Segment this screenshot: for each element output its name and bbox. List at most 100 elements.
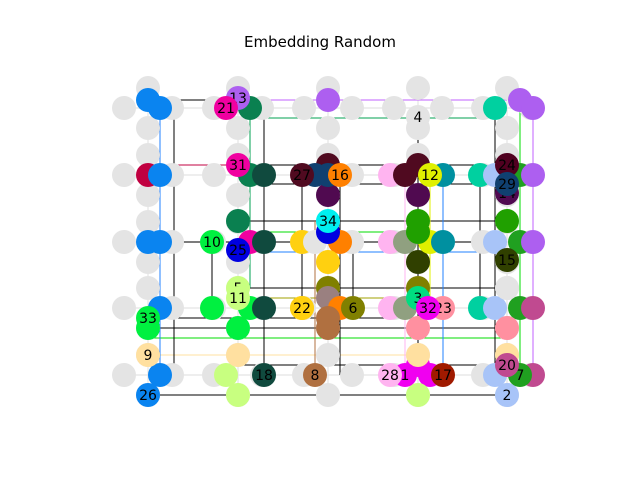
decorative-node <box>382 96 406 120</box>
graph-node <box>328 163 352 187</box>
graph-node <box>136 306 160 330</box>
graph-node <box>416 296 440 320</box>
graph-node <box>495 172 519 196</box>
decorative-node <box>495 209 519 233</box>
decorative-node <box>202 163 226 187</box>
decorative-node <box>521 96 545 120</box>
decorative-node <box>431 230 455 254</box>
graph-node <box>495 383 519 407</box>
graph-node <box>341 296 365 320</box>
node-label: 31 <box>229 158 247 174</box>
decorative-node <box>521 163 545 187</box>
decorative-node <box>136 210 160 234</box>
decorative-node <box>214 363 238 387</box>
node-label: 34 <box>319 214 337 230</box>
node-label: 17 <box>434 368 452 384</box>
graph-node <box>406 105 430 129</box>
decorative-node <box>316 250 340 274</box>
graph-node <box>495 353 519 377</box>
graph-node <box>495 248 519 272</box>
decorative-node <box>226 316 250 340</box>
node-layer: 1234567891011121314151617182021222324252… <box>136 86 532 407</box>
decorative-node <box>406 220 430 244</box>
graph-node <box>418 163 442 187</box>
decorative-node <box>148 230 172 254</box>
decorative-node <box>112 296 136 320</box>
node-label: 1 <box>401 368 410 384</box>
decorative-node <box>112 163 136 187</box>
decorative-node <box>226 183 250 207</box>
node-label: 21 <box>217 101 235 117</box>
decorative-node <box>406 343 430 367</box>
graph-node <box>136 383 160 407</box>
node-label: 32 <box>419 301 437 317</box>
node-label: 22 <box>293 301 311 317</box>
decorative-node <box>252 296 276 320</box>
decorative-node <box>406 76 430 100</box>
decorative-node <box>495 316 519 340</box>
decorative-node <box>252 163 276 187</box>
node-label: 7 <box>516 368 525 384</box>
decorative-node <box>112 96 136 120</box>
decorative-node <box>200 296 224 320</box>
graph-node <box>495 153 519 177</box>
node-label: 25 <box>229 243 247 259</box>
graph-node <box>200 230 224 254</box>
graph-node <box>252 363 276 387</box>
node-label: 20 <box>498 358 516 374</box>
graph-node <box>378 363 402 387</box>
node-label: 15 <box>498 253 516 269</box>
node-label: 2 <box>503 388 512 404</box>
node-label: 3 <box>414 291 423 307</box>
graph-node <box>303 363 327 387</box>
decorative-node <box>316 116 340 140</box>
decorative-node <box>226 383 250 407</box>
decorative-node <box>483 296 507 320</box>
node-label: 24 <box>498 158 516 174</box>
decorative-node <box>252 230 276 254</box>
decorative-node <box>316 88 340 112</box>
decorative-node <box>112 363 136 387</box>
decorative-node <box>483 96 507 120</box>
decorative-node <box>148 363 172 387</box>
decorative-node <box>226 209 250 233</box>
decorative-node <box>340 363 364 387</box>
decorative-node <box>292 96 316 120</box>
node-label: 18 <box>255 368 273 384</box>
node-label: 6 <box>349 301 358 317</box>
decorative-node <box>136 116 160 140</box>
decorative-node <box>112 230 136 254</box>
decorative-node <box>406 183 430 207</box>
graph-node <box>290 296 314 320</box>
node-label: 11 <box>229 291 247 307</box>
graph-node <box>290 163 314 187</box>
decorative-node <box>226 116 250 140</box>
graph-node <box>226 238 250 262</box>
graph-node <box>214 96 238 120</box>
node-label: 12 <box>421 168 439 184</box>
graph-node <box>226 153 250 177</box>
decorative-node <box>340 96 364 120</box>
decorative-node <box>148 96 172 120</box>
decorative-node <box>226 343 250 367</box>
decorative-node <box>495 276 519 300</box>
node-label: 16 <box>331 168 349 184</box>
decorative-node <box>148 163 172 187</box>
graph-node <box>226 286 250 310</box>
decorative-node-layer <box>112 76 545 407</box>
decorative-node <box>136 250 160 274</box>
decorative-node <box>406 316 430 340</box>
graph-node <box>431 363 455 387</box>
decorative-node <box>316 183 340 207</box>
decorative-node <box>316 343 340 367</box>
decorative-node <box>136 183 160 207</box>
node-label: 27 <box>293 168 311 184</box>
decorative-node <box>430 96 454 120</box>
diagram-title: Embedding Random <box>244 33 396 51</box>
node-label: 28 <box>381 368 399 384</box>
decorative-node <box>406 383 430 407</box>
decorative-node <box>316 383 340 407</box>
decorative-node <box>495 116 519 140</box>
node-label: 33 <box>139 311 157 327</box>
